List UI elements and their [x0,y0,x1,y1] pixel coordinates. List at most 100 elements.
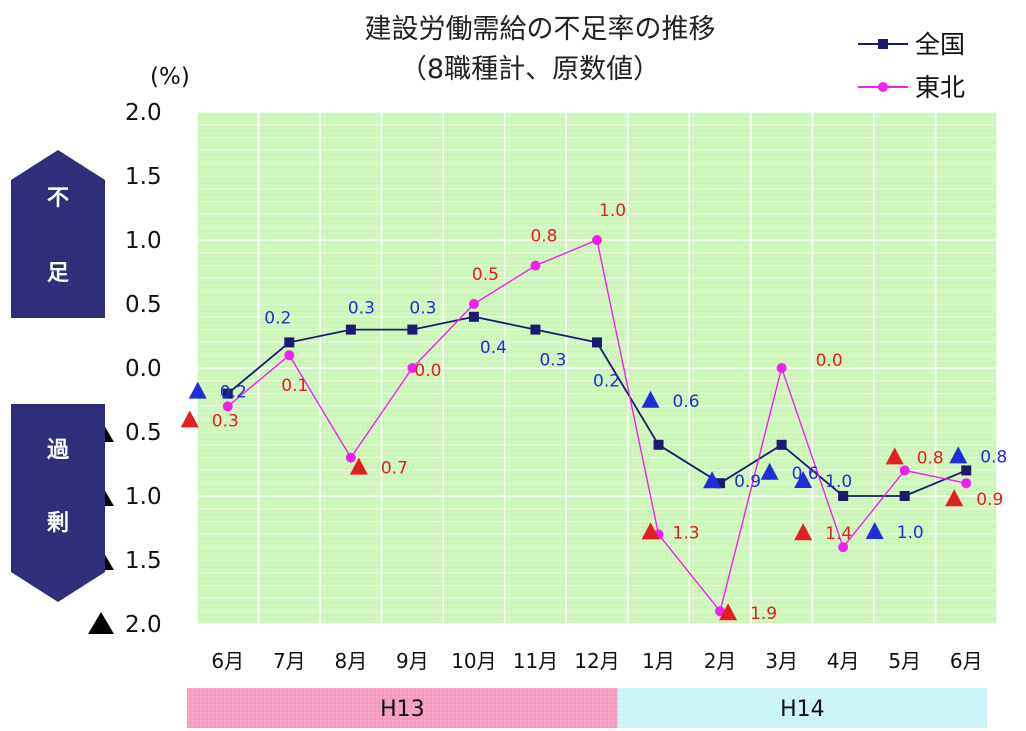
negative-tick-marker [88,612,114,634]
tohoku-negative-marker [349,457,368,475]
x-tick-label: 2月 [704,649,737,673]
x-tick-label: 9月 [396,649,429,673]
x-tick-label: 11月 [513,649,558,673]
tohoku-data-label: 0.7 [381,459,408,479]
national-data-label: 1.0 [825,472,852,492]
tohoku-negative-marker [885,447,904,465]
national-point [468,311,479,322]
national-point [653,439,664,450]
national-negative-marker [949,446,968,464]
national-negative-marker [188,381,207,399]
tohoku-point [899,465,910,476]
national-negative-marker [641,390,660,408]
era-label-H14: H14 [780,697,825,722]
tohoku-data-label: 1.4 [825,524,852,544]
x-tick-label: 1月 [642,649,675,673]
y-axis-unit-label: (%) [150,64,190,90]
surplus-arrow: 過 剰 [11,404,105,602]
x-tick-label: 10月 [451,649,496,673]
national-point [961,465,972,476]
surplus-char-2: 剰 [46,510,69,536]
national-point [222,388,233,399]
y-tick-label: 1.5 [125,548,162,574]
gridlines [196,111,998,625]
x-tick-label: 12月 [574,649,619,673]
national-data-label: 0.2 [220,383,247,403]
x-tick-label: 4月 [827,649,860,673]
tohoku-data-label: 0.0 [414,361,441,381]
national-data-label: 0.2 [264,308,291,328]
x-tick-label: 3月 [765,649,798,673]
tohoku-point [345,452,356,463]
national-point [592,337,602,348]
national-point [838,491,849,501]
national-data-label: 0.3 [539,351,566,371]
tohoku-data-label: 0.1 [281,376,308,396]
shortage-char-2: 足 [47,261,69,286]
tohoku-point [407,363,418,373]
era-bar-texture-H14 [617,688,987,728]
y-tick-label: 0.0 [125,356,162,382]
national-point [407,324,418,335]
national-data-label: 0.3 [409,299,436,319]
national-point [345,324,356,335]
national-data-label: 0.6 [673,392,700,412]
tohoku-data-label: 1.3 [673,523,700,543]
era-label-H13: H13 [380,697,425,722]
national-point [530,324,541,335]
legend: 全国 東北 [858,30,965,102]
x-tick-label: 6月 [211,649,244,673]
national-point [899,491,910,501]
national-data-label: 0.6 [792,464,819,484]
y-tick-label: 2.0 [125,100,162,126]
tohoku-point [468,299,479,309]
x-tick-label: 6月 [950,649,983,673]
national-data-label: 0.9 [734,472,761,492]
y-tick-label: 1.0 [125,228,162,254]
x-axis-ticks: 6月 7月 8月 9月 10月 11月 12月 1月 2月 3月 4月 5月 6月 [211,649,982,673]
national-negative-marker [794,471,813,488]
tohoku-negative-marker [641,522,660,540]
chart-subtitle: （8職種計、原数値） [400,54,660,85]
y-tick-label: 0.5 [125,292,162,318]
y-tick-label: 0.5 [125,420,162,446]
tohoku-point [776,363,787,373]
era-bar-texture-H13 [187,688,618,728]
tohoku-point [530,260,541,271]
legend-marker-national [878,39,888,49]
tohoku-negative-marker [794,523,813,541]
tohoku-point [592,235,602,245]
tohoku-point [284,350,295,361]
tohoku-point [838,542,849,553]
data-labels: 0.2 0.2 0.3 0.3 0.4 0.3 0.2 0.6 0.9 0.6 1.0 1.0 0.8 0… [180,201,1007,624]
tohoku-negative-marker [180,410,199,428]
tohoku-point [222,401,233,412]
legend-label-national: 全国 [915,30,965,59]
surplus-char-1: 過 [47,437,70,463]
tohoku-data-label: 0.5 [472,265,499,285]
tohoku-data-label: 0.9 [976,490,1003,510]
tohoku-data-label: 0.3 [212,411,239,431]
tohoku-data-label: 1.0 [599,201,626,221]
national-negative-marker [865,522,884,539]
x-tick-label: 5月 [888,649,921,673]
chart-title: 建設労働需給の不足率の推移 [365,14,716,45]
era-bars: H13 H14 [187,688,987,728]
national-point [776,439,787,450]
national-data-label: 0.8 [980,447,1007,467]
series-layer [222,235,972,617]
tohoku-data-label: 1.9 [750,604,777,624]
tohoku-negative-marker [719,603,738,621]
x-tick-label: 7月 [273,649,306,673]
national-point [715,478,726,489]
legend-marker-tohoku [878,82,888,92]
shortage-arrow: 不 足 [11,150,105,318]
national-data-label: 0.4 [480,338,507,358]
national-data-label: 0.3 [348,299,375,319]
shortage-char-1: 不 [47,186,69,211]
national-data-label: 1.0 [897,523,924,543]
national-negative-marker [760,462,779,480]
tohoku-point [961,478,972,489]
national-point [284,337,295,348]
